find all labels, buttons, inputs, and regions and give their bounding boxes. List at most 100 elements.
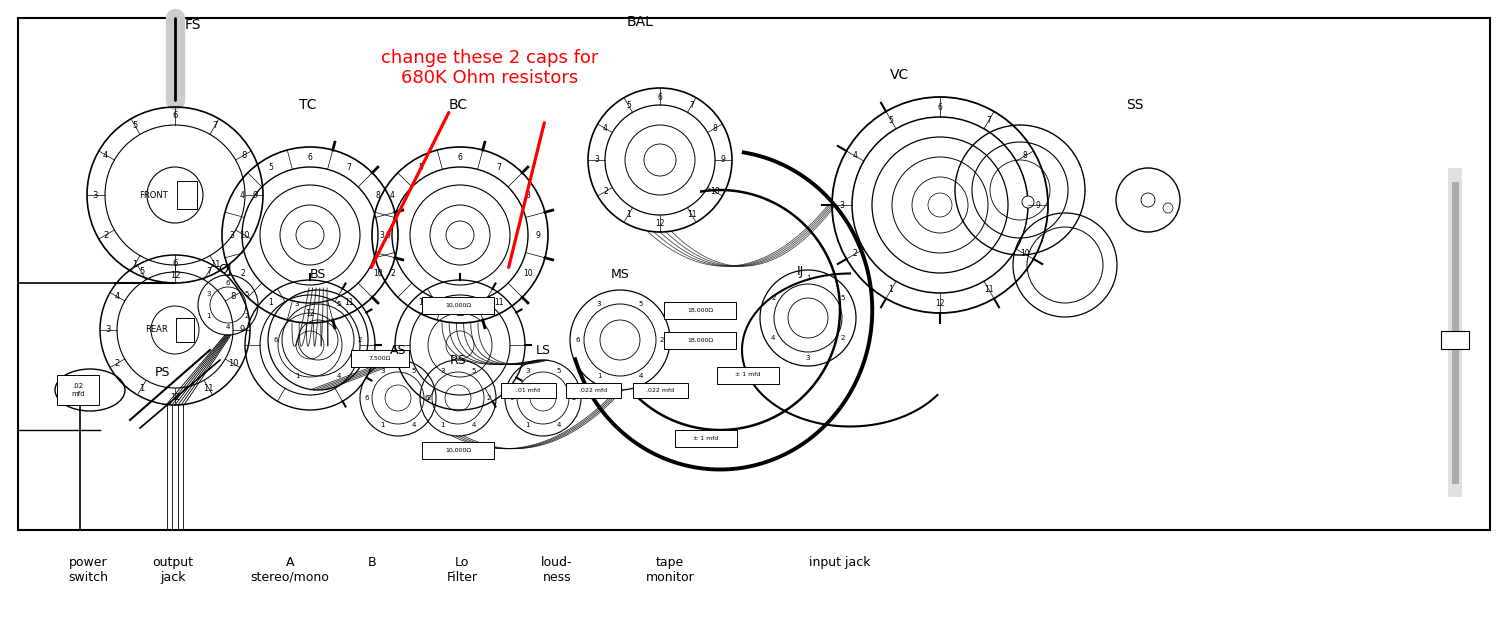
- Text: AS: AS: [389, 343, 406, 356]
- Text: 2: 2: [357, 337, 362, 343]
- Text: 6: 6: [457, 152, 463, 162]
- Text: 10: 10: [523, 270, 532, 278]
- Text: 10: 10: [228, 359, 238, 368]
- Text: 4: 4: [226, 324, 231, 330]
- Text: 3: 3: [380, 368, 385, 374]
- Text: 2: 2: [103, 230, 109, 240]
- Text: 6: 6: [938, 102, 942, 112]
- Bar: [351, 349, 409, 366]
- Text: 10,000Ω: 10,000Ω: [445, 303, 470, 308]
- Text: 6: 6: [576, 337, 581, 343]
- Text: 11: 11: [204, 384, 214, 392]
- Text: LS: LS: [535, 343, 550, 356]
- Text: 3: 3: [229, 230, 234, 240]
- Text: 2: 2: [391, 270, 395, 278]
- Text: 18,000Ω: 18,000Ω: [688, 308, 713, 313]
- Text: 6: 6: [226, 280, 231, 286]
- Text: 11: 11: [495, 298, 504, 307]
- Text: FRONT: FRONT: [139, 190, 167, 200]
- Text: .02
mfd: .02 mfd: [71, 384, 84, 396]
- Text: output
jack: output jack: [152, 556, 193, 584]
- Text: 1: 1: [294, 373, 299, 379]
- Text: 2: 2: [244, 313, 249, 319]
- Text: tape
monitor: tape monitor: [645, 556, 694, 584]
- Text: 4: 4: [103, 150, 109, 160]
- Text: 6: 6: [365, 395, 369, 401]
- Text: 2: 2: [661, 337, 664, 343]
- Bar: [664, 301, 736, 318]
- Text: loud-
ness: loud- ness: [541, 556, 573, 584]
- Text: 11: 11: [210, 260, 220, 269]
- Text: ± 1 mfd: ± 1 mfd: [736, 373, 760, 378]
- Text: 10: 10: [710, 187, 719, 196]
- Text: 1: 1: [440, 422, 445, 428]
- Text: 3: 3: [207, 291, 211, 297]
- Text: 5: 5: [268, 163, 273, 172]
- Text: 3: 3: [525, 368, 529, 374]
- Text: 4: 4: [391, 192, 395, 200]
- Text: 2: 2: [603, 187, 608, 196]
- Text: 4: 4: [412, 422, 416, 428]
- Text: .01 mfd: .01 mfd: [516, 388, 540, 392]
- Text: 7,500Ω: 7,500Ω: [369, 356, 391, 361]
- Text: 1: 1: [597, 373, 602, 379]
- Text: 10,000Ω: 10,000Ω: [445, 447, 470, 452]
- Text: BC: BC: [448, 98, 467, 112]
- Text: RS: RS: [449, 354, 466, 366]
- Text: 1: 1: [419, 298, 424, 307]
- Bar: [1442, 331, 1469, 349]
- Text: 1: 1: [268, 298, 273, 307]
- Text: MS: MS: [611, 268, 629, 281]
- Text: 1: 1: [133, 260, 137, 269]
- Text: 11: 11: [686, 210, 697, 219]
- Bar: [632, 383, 688, 397]
- Text: ± 1 mfd: ± 1 mfd: [694, 436, 719, 441]
- Text: 6: 6: [308, 152, 312, 162]
- Text: 9: 9: [240, 326, 244, 334]
- Text: 2: 2: [771, 295, 775, 301]
- Text: 4: 4: [639, 373, 644, 379]
- Text: 1: 1: [207, 313, 211, 319]
- Text: 3: 3: [380, 230, 385, 240]
- Text: 5: 5: [888, 115, 893, 125]
- Text: 9: 9: [1036, 200, 1041, 210]
- Text: Lo
Filter: Lo Filter: [446, 556, 478, 584]
- Text: 1: 1: [525, 422, 529, 428]
- Text: 10: 10: [240, 230, 249, 240]
- Text: 6: 6: [172, 258, 178, 268]
- Text: 5: 5: [472, 368, 475, 374]
- Bar: [676, 429, 737, 447]
- Text: BAL: BAL: [626, 15, 653, 29]
- Text: 4: 4: [472, 422, 475, 428]
- Bar: [501, 383, 555, 397]
- Text: 12: 12: [656, 218, 665, 228]
- Text: 3: 3: [840, 200, 844, 210]
- Text: TC: TC: [299, 98, 317, 112]
- Bar: [716, 366, 780, 384]
- Text: 5: 5: [412, 368, 416, 374]
- Text: 9: 9: [252, 190, 258, 200]
- Text: 2: 2: [115, 359, 119, 368]
- Text: 4: 4: [115, 292, 119, 301]
- Bar: [57, 375, 100, 405]
- Text: 8: 8: [712, 124, 716, 133]
- Text: 12: 12: [170, 270, 181, 280]
- Text: 9: 9: [721, 155, 725, 165]
- Text: 3: 3: [106, 326, 110, 334]
- Text: 5: 5: [556, 368, 561, 374]
- Text: 12: 12: [455, 308, 464, 318]
- Text: 7: 7: [689, 101, 694, 110]
- Text: 7: 7: [986, 115, 991, 125]
- Text: 4: 4: [556, 422, 561, 428]
- Text: 4: 4: [852, 152, 858, 160]
- Text: 2: 2: [572, 395, 576, 401]
- Text: .022 mfd: .022 mfd: [579, 388, 608, 392]
- Text: 11: 11: [985, 285, 994, 295]
- Text: B: B: [368, 556, 377, 569]
- Text: FS: FS: [185, 18, 201, 32]
- Text: 5: 5: [626, 101, 630, 110]
- Text: 4: 4: [603, 124, 608, 133]
- Text: change these 2 caps for
680K Ohm resistors: change these 2 caps for 680K Ohm resisto…: [382, 49, 599, 87]
- Text: 4: 4: [771, 335, 775, 341]
- Bar: [422, 442, 495, 459]
